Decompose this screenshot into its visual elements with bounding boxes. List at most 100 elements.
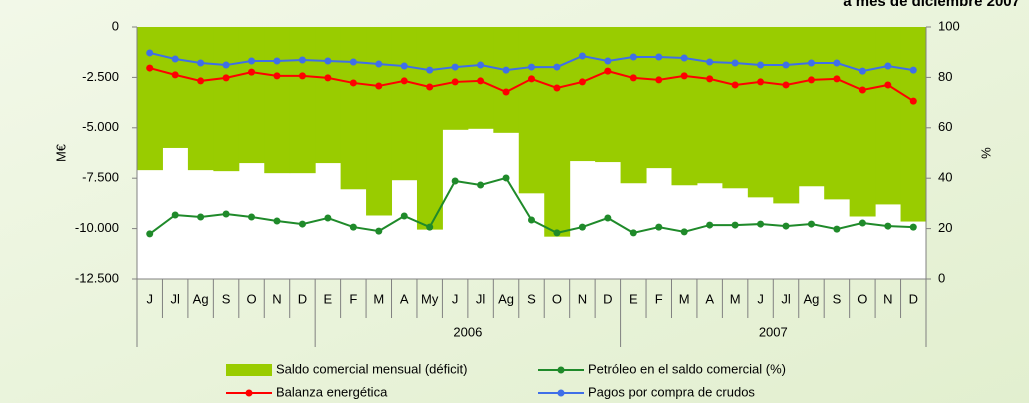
point [655, 76, 663, 84]
x-tick-label: S [527, 291, 536, 306]
x-tick-label: J [146, 291, 153, 306]
point [578, 78, 586, 86]
bar [493, 27, 520, 133]
bar [518, 27, 545, 194]
x-tick-label: F [349, 291, 357, 306]
point [349, 58, 357, 66]
point [833, 75, 841, 83]
y-tick-label: -10.000 [75, 220, 119, 235]
point [222, 74, 230, 82]
bar [289, 27, 316, 174]
x-tick-label: S [222, 291, 231, 306]
x-tick-label: E [629, 291, 638, 306]
bar [569, 27, 596, 162]
point [629, 53, 637, 61]
point [909, 66, 917, 74]
point [858, 219, 866, 227]
group-label: 2007 [759, 324, 788, 339]
bar [849, 27, 876, 217]
bar [391, 27, 418, 181]
x-tick-label: A [705, 291, 714, 306]
bar [798, 27, 825, 187]
x-tick-label: Jl [476, 291, 486, 306]
y2-tick-label: 0 [938, 270, 945, 285]
x-tick-label: A [400, 291, 409, 306]
point [477, 77, 485, 85]
point [655, 223, 663, 231]
point [298, 56, 306, 64]
bar [187, 27, 214, 171]
y2-tick-label: 40 [938, 170, 952, 185]
point [757, 61, 765, 69]
point [298, 72, 306, 80]
y-tick-label: -5.000 [82, 119, 119, 134]
group-label: 2006 [453, 324, 482, 339]
point [909, 97, 917, 105]
point [248, 68, 256, 76]
point [807, 220, 815, 228]
bar [544, 27, 571, 237]
x-tick-label: Jl [170, 291, 180, 306]
point [528, 216, 535, 224]
y2-axis-label: % [979, 147, 994, 159]
x-tick-label: M [373, 291, 384, 306]
y2-tick-label: 80 [938, 69, 952, 84]
point [197, 59, 205, 67]
bar [366, 27, 393, 216]
x-tick-label: O [246, 291, 256, 306]
legend-label: Petróleo en el saldo comercial (%) [588, 361, 786, 376]
point [324, 74, 332, 82]
point [553, 84, 561, 92]
x-tick-label: N [272, 291, 281, 306]
point [884, 81, 892, 89]
point [528, 63, 535, 71]
legend-swatch [245, 389, 253, 397]
point [349, 223, 357, 231]
bar [696, 27, 723, 184]
point [680, 54, 688, 62]
point [400, 62, 408, 70]
bar [264, 27, 291, 174]
point [146, 64, 154, 72]
point [578, 52, 586, 60]
point [757, 220, 765, 228]
point [807, 59, 815, 67]
point [146, 230, 154, 238]
x-tick-label: D [909, 291, 918, 306]
point [375, 82, 383, 90]
point [171, 211, 179, 219]
x-tick-label: M [730, 291, 741, 306]
point [604, 57, 612, 65]
point [324, 57, 332, 65]
x-tick-label: My [421, 291, 439, 306]
point [604, 214, 612, 222]
point [858, 86, 866, 94]
point [273, 72, 281, 80]
x-tick-label: N [578, 291, 587, 306]
point [375, 60, 383, 68]
point [655, 53, 663, 61]
bar [747, 27, 774, 198]
x-tick-label: O [857, 291, 867, 306]
x-tick-label: Jl [781, 291, 791, 306]
point [502, 66, 510, 74]
bar [238, 27, 265, 164]
y2-tick-label: 100 [938, 18, 960, 33]
point [553, 63, 561, 71]
y-tick-label: -12.500 [75, 270, 119, 285]
bar [315, 27, 342, 164]
point [324, 214, 332, 222]
y-tick-label: -7.500 [82, 170, 119, 185]
point [146, 49, 154, 57]
point [731, 59, 739, 67]
point [248, 57, 256, 65]
bar [137, 27, 163, 171]
x-tick-label: J [757, 291, 764, 306]
chart-title: a mes de diciembre 2007 [843, 0, 1020, 10]
point [706, 58, 714, 66]
point [807, 76, 815, 84]
legend-label: Saldo comercial mensual (déficit) [276, 361, 467, 376]
point [171, 71, 179, 79]
point [197, 213, 205, 221]
